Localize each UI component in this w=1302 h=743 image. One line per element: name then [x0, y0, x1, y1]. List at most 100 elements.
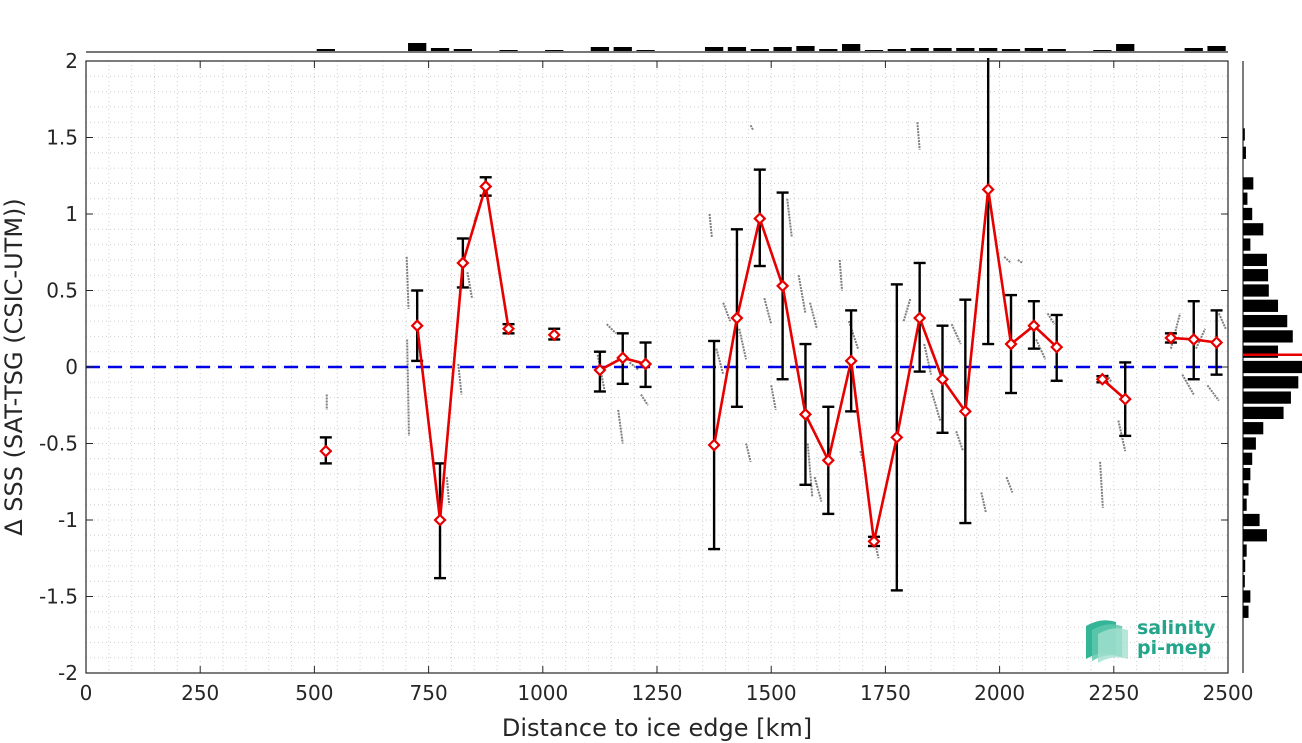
- raw-data-trace: [838, 259, 844, 291]
- top-histogram-bar: [933, 48, 952, 51]
- raw-data-trace: [786, 198, 793, 238]
- mean-point-marker: [890, 430, 904, 444]
- side-histogram-bar: [1243, 192, 1248, 205]
- raw-data-trace: [722, 302, 732, 322]
- side-histogram-bar: [1243, 590, 1251, 603]
- mean-point-marker: [639, 357, 653, 371]
- raw-data-trace: [1195, 328, 1207, 350]
- raw-data-trace: [770, 385, 777, 411]
- top-histogram-bar: [1184, 48, 1203, 51]
- top-histogram-bar: [636, 50, 655, 51]
- x-tick-label: 1750: [860, 681, 911, 705]
- y-tick-label: -2: [58, 661, 78, 685]
- raw-data-trace: [1217, 313, 1227, 330]
- raw-data-trace: [923, 343, 933, 375]
- mean-point-marker: [410, 319, 424, 333]
- raw-data-trace: [980, 492, 987, 513]
- top-histogram-bar: [590, 47, 610, 51]
- mean-point-marker: [1004, 337, 1018, 351]
- side-histogram-bar: [1243, 452, 1253, 465]
- side-histogram-bar: [1243, 284, 1269, 297]
- raw-data-trace: [916, 122, 921, 150]
- top-histogram-bar: [773, 47, 792, 51]
- raw-data-trace: [405, 256, 410, 309]
- side-histogram-bar: [1243, 238, 1251, 251]
- raw-data-trace: [902, 297, 912, 322]
- side-histogram-bar: [1243, 391, 1291, 404]
- y-tick-label: 0: [65, 355, 78, 379]
- raw-data-trace: [466, 271, 473, 299]
- x-tick-label: 750: [410, 681, 448, 705]
- raw-data-trace: [606, 323, 617, 335]
- raw-data-trace: [406, 339, 410, 436]
- mean-point-marker: [707, 438, 721, 452]
- mean-point-marker: [730, 311, 744, 325]
- raw-data-trace: [749, 124, 754, 131]
- mean-series-line: [415, 185, 510, 522]
- side-histogram-bar: [1243, 422, 1264, 435]
- y-tick-label: 2: [65, 49, 78, 73]
- top-histogram-bar: [453, 49, 472, 51]
- side-histogram-bar: [1243, 544, 1247, 557]
- x-axis-ticks: 0 250 500 750 1000 1250 1500 1750 2000 2250 2500: [80, 61, 1253, 705]
- mean-point-marker: [844, 354, 858, 368]
- raw-data-trace: [628, 361, 640, 371]
- y-tick-label: -0.5: [39, 432, 78, 456]
- top-histogram-bar: [750, 49, 769, 51]
- side-histogram-bar: [1243, 529, 1267, 542]
- raw-data-trace: [950, 323, 962, 345]
- raw-data-trace: [1099, 461, 1104, 508]
- side-histogram-bar: [1243, 177, 1254, 190]
- top-histogram-bar: [545, 50, 564, 51]
- mean-point-marker: [1164, 331, 1178, 345]
- top-histogram-bar: [864, 50, 884, 51]
- raw-data-trace: [1206, 384, 1220, 402]
- y-tick-label: 1.5: [46, 126, 78, 150]
- top-histogram-bar: [1047, 49, 1066, 51]
- side-histogram-bar: [1243, 513, 1260, 527]
- raw-data-trace: [738, 328, 748, 360]
- y-axis-label: Δ SSS (SAT-TSG (CSIC-UTM)): [0, 198, 28, 536]
- side-histogram-bar: [1243, 376, 1299, 389]
- mean-point-marker: [935, 372, 950, 386]
- mean-point-marker: [1187, 332, 1201, 347]
- x-tick-label: 0: [80, 681, 93, 705]
- x-tick-label: 500: [295, 681, 333, 705]
- mean-markers: [319, 179, 1224, 548]
- top-histogram-bar: [499, 50, 518, 51]
- mean-point-marker: [798, 407, 813, 421]
- y-tick-label: 1: [65, 202, 78, 226]
- top-histogram: [86, 43, 1228, 53]
- top-histogram-bar: [887, 49, 906, 51]
- mean-point-marker: [456, 256, 470, 270]
- top-histogram-bar: [316, 49, 335, 51]
- raw-data-trace: [1035, 339, 1047, 360]
- raw-data-trace: [457, 363, 463, 395]
- raw-data-trace: [955, 430, 965, 452]
- x-tick-label: 2000: [974, 681, 1025, 705]
- side-histogram-bar: [1243, 269, 1269, 282]
- raw-data-trace: [797, 275, 807, 314]
- raw-data-trace: [813, 476, 823, 502]
- logo-text-line1: salinity: [1137, 617, 1216, 639]
- x-tick-label: 1000: [517, 681, 568, 705]
- side-histogram-bar: [1243, 128, 1245, 141]
- mean-point-marker: [913, 311, 927, 325]
- y-tick-label: -1.5: [39, 585, 78, 609]
- x-tick-label: 250: [181, 681, 219, 705]
- y-tick-label: -1: [58, 508, 78, 532]
- logo-text-line2: pi-mep: [1137, 637, 1211, 659]
- top-histogram-bar: [704, 47, 724, 51]
- top-histogram-bar: [842, 44, 861, 51]
- raw-data-trace: [763, 297, 773, 325]
- top-histogram-bar: [1001, 49, 1021, 51]
- top-histogram-bar: [727, 47, 747, 51]
- y-axis-ticks: 2 1.5 1 0.5 0 -0.5 -1 -1.5 -2: [39, 49, 1228, 685]
- side-histogram-bar: [1243, 406, 1284, 420]
- mean-series-line: [1101, 378, 1127, 401]
- side-histogram-bar: [1243, 253, 1267, 267]
- raw-data-trace: [1181, 374, 1195, 396]
- raw-data-trace: [1046, 312, 1056, 325]
- top-histogram-bar: [1116, 44, 1135, 51]
- x-tick-label: 1250: [632, 681, 683, 705]
